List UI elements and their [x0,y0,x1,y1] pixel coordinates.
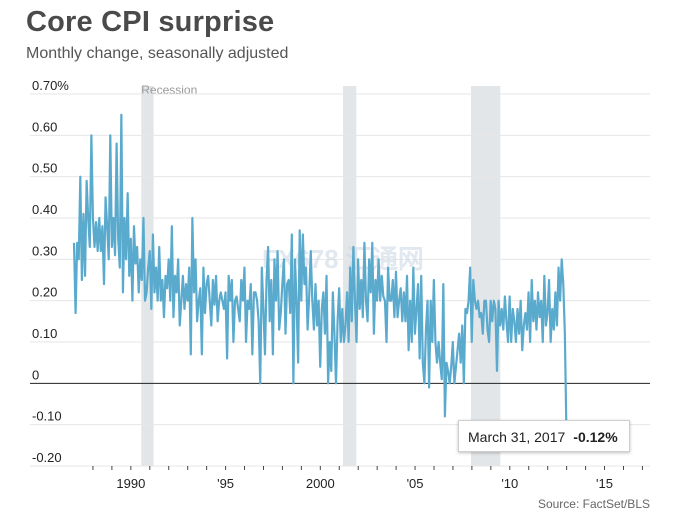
y-tick-label: 0.70% [32,78,69,93]
y-tick-label: 0.30 [32,243,57,258]
axis-labels: 0.70% 0.60 0.50 0.40 0.30 0.20 0.10 0 -0.10 -0.20… [32,78,613,491]
y-tick-label: 0.50 [32,161,57,176]
watermark-text: FX678 汇通网 [262,244,424,274]
x-axis-ticks [92,466,643,470]
y-tick-label: 0.10 [32,326,57,341]
x-tick-label: '95 [217,476,234,491]
y-tick-label: -0.10 [32,409,62,424]
recession-label: Recession [141,83,197,97]
chart-subtitle: Monthly change, seasonally adjusted [26,45,289,62]
x-tick-label: '10 [501,476,518,491]
x-tick-label: '05 [407,476,424,491]
y-tick-label: -0.20 [32,450,62,465]
recession-band [470,86,501,466]
x-tick-label: 1990 [116,476,145,491]
source-note: Source: FactSet/BLS [537,497,650,511]
x-tick-label: '15 [596,476,613,491]
callout-value: -0.12% [573,429,618,445]
recession-bands: Recession [141,83,501,466]
x-tick-label: 2000 [306,476,335,491]
watermark: FX678 汇通网 [262,244,424,274]
series-line-path [72,113,568,433]
latest-value-callout: March 31, 2017 -0.12% [458,420,630,452]
callout-date: March 31, 2017 [468,429,566,445]
y-tick-label: 0.20 [32,285,57,300]
y-tick-label: 0 [32,367,39,382]
y-tick-label: 0.40 [32,202,57,217]
chart-title: Core CPI surprise [26,6,275,38]
y-tick-label: 0.60 [32,119,57,134]
